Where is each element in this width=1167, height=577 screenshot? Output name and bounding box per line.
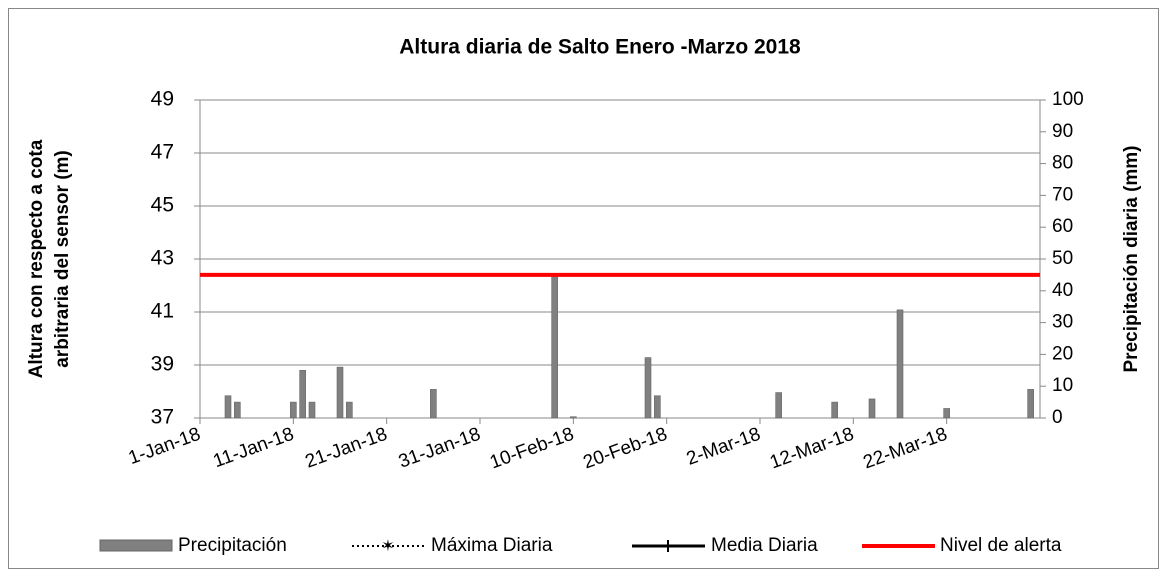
bar	[896, 309, 904, 419]
bar	[551, 274, 558, 419]
y2-tick-label: 0	[1052, 407, 1063, 428]
y-axis-title: Altura con respecto a cota arbitraria del…	[26, 139, 73, 378]
y2-tick-label: 60	[1052, 216, 1073, 237]
bar	[290, 401, 297, 419]
y-tick-label: 47	[151, 141, 174, 164]
bar	[570, 416, 577, 419]
legend-label: Precipitación	[178, 535, 287, 556]
legend-label: Máxima Diaria	[431, 535, 553, 556]
bar	[831, 401, 838, 419]
y2-tick-label: 30	[1052, 312, 1073, 333]
legend: Precipitación ✶ Máxima Diaria Media Diar…	[99, 535, 1062, 556]
y-tick-label: 45	[151, 194, 174, 217]
y2-tick-label: 50	[1052, 248, 1073, 269]
y-tick-label: 37	[151, 406, 174, 429]
legend-label: Nivel de alerta	[940, 535, 1062, 556]
bar	[775, 392, 782, 419]
legend-marker: ✶	[381, 538, 394, 555]
bar	[336, 366, 344, 419]
bar	[943, 408, 950, 419]
bar	[224, 395, 232, 419]
y2-tick-label: 10	[1052, 375, 1073, 396]
chart-title: Altura diaria de Salto Enero -Marzo 2018	[399, 36, 801, 59]
bar	[1027, 389, 1034, 419]
bar	[299, 369, 306, 419]
legend-label: Media Diaria	[711, 535, 818, 556]
bar	[346, 401, 353, 419]
y2-axis-title: Precipitación diaria (mm)	[1121, 145, 1142, 372]
y-tick-label: 39	[151, 353, 174, 376]
y-axis-title: Altura con respecto a cota arbitraria del…	[26, 139, 73, 378]
bar	[234, 401, 241, 419]
bar	[430, 389, 437, 419]
y-tick-label: 49	[151, 88, 174, 111]
y2-tick-label: 20	[1052, 343, 1073, 364]
chart-border	[8, 8, 1159, 569]
bar	[654, 395, 661, 419]
y2-tick-label: 40	[1052, 280, 1073, 301]
y2-tick-label: 80	[1052, 153, 1073, 174]
bar	[644, 357, 652, 419]
y2-tick-label: 100	[1052, 89, 1084, 110]
y2-tick-label: 90	[1052, 121, 1073, 142]
y2-tick-label: 70	[1052, 184, 1073, 205]
y-tick-label: 41	[151, 300, 174, 323]
y-tick-label: 43	[151, 247, 174, 270]
bar	[308, 401, 316, 419]
legend-swatch	[99, 539, 173, 552]
bar	[868, 398, 876, 419]
